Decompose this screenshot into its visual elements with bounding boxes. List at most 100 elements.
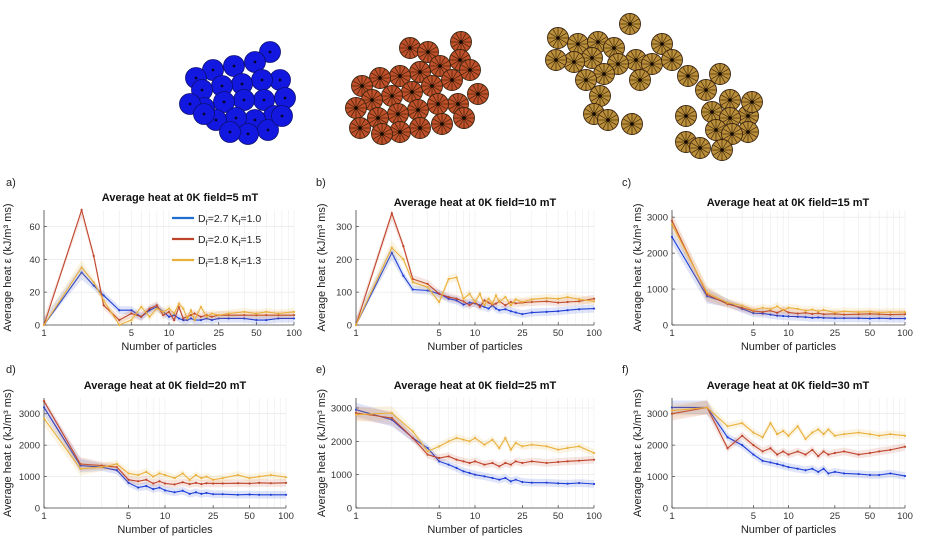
data-point (426, 453, 429, 456)
data-point (592, 458, 596, 461)
data-point (670, 409, 674, 412)
data-point (181, 489, 184, 492)
legend-item: Df=1.8 Kf=1.3 (172, 255, 261, 269)
data-point (354, 323, 358, 327)
data-point (769, 422, 772, 425)
data-point (521, 300, 524, 304)
data-point (473, 300, 477, 304)
x-tick-label: 25 (830, 328, 841, 339)
series-red (670, 400, 907, 460)
particle-icon (545, 49, 567, 71)
data-point (210, 318, 213, 322)
data-point (509, 448, 512, 451)
y-tick-label: 40 (29, 255, 40, 266)
cluster-gold (545, 13, 763, 161)
data-point (521, 461, 524, 465)
data-point (498, 465, 501, 468)
y-tick-label: 3000 (19, 409, 40, 420)
y-tick-label: 1000 (647, 472, 668, 483)
particle-icon (619, 13, 641, 35)
data-point (903, 310, 907, 314)
series-yellow (354, 240, 596, 327)
y-axis-label: Average heat ε (kJ/m³ ms) (632, 389, 644, 517)
data-point (521, 480, 524, 484)
data-point (455, 297, 458, 300)
data-point (592, 297, 596, 300)
data-point (761, 436, 764, 439)
data-point (796, 315, 799, 318)
x-tick-label: 10 (160, 511, 171, 522)
particle-icon (467, 83, 489, 105)
data-point (167, 310, 171, 313)
data-point (787, 306, 790, 309)
data-point (468, 461, 471, 465)
y-tick-label: 2000 (19, 441, 40, 452)
data-point (152, 482, 155, 485)
x-tick-label: 1 (669, 328, 674, 339)
particle-icon (719, 89, 741, 111)
data-point (167, 315, 171, 318)
data-point (494, 302, 498, 305)
particle-icon (251, 69, 273, 91)
data-point (426, 289, 429, 292)
panel-label: e) (316, 364, 326, 376)
data-point (438, 300, 441, 304)
x-tick-label: 5 (437, 328, 442, 339)
particle-icon (621, 113, 643, 135)
data-point (545, 300, 548, 303)
data-point (92, 284, 95, 287)
panel-label: c) (622, 177, 631, 189)
legend-label: Df=2.7 Kf=1.0 (198, 213, 261, 227)
data-point (787, 311, 790, 314)
data-point (868, 317, 872, 320)
data-point (137, 473, 140, 477)
series-line (671, 236, 905, 320)
data-point (155, 304, 158, 307)
data-point (455, 299, 458, 302)
data-point (557, 482, 560, 485)
data-point (217, 317, 220, 320)
data-point (566, 446, 569, 450)
data-point (726, 301, 729, 304)
x-tick-label: 25 (208, 511, 219, 522)
data-point (284, 476, 288, 479)
data-point (205, 475, 208, 478)
x-tick-label: 1 (353, 511, 358, 522)
data-point (140, 315, 143, 318)
data-point (181, 472, 184, 475)
data-point (248, 493, 251, 496)
data-point (483, 299, 486, 302)
particle-icon (387, 103, 409, 125)
data-point (118, 318, 121, 322)
confidence-band (356, 406, 594, 457)
data-point (137, 480, 140, 483)
data-point (148, 307, 151, 310)
data-point (833, 451, 836, 455)
data-point (243, 317, 246, 320)
data-point (255, 312, 258, 315)
data-point (578, 300, 581, 303)
data-point (447, 455, 450, 458)
y-tick-label: 100 (336, 288, 352, 299)
data-point (468, 301, 471, 304)
data-point (857, 310, 860, 314)
x-tick-label: 5 (129, 328, 134, 339)
data-point (462, 460, 465, 463)
particle-icon (661, 49, 683, 71)
particle-icon (369, 67, 391, 89)
chart-title: Average heat at 0K field=5 mT (102, 192, 259, 204)
data-point (426, 446, 429, 450)
data-point (509, 310, 512, 313)
data-point (741, 422, 744, 425)
particle-icon (401, 81, 423, 103)
particle-clusters (179, 13, 763, 161)
data-point (162, 314, 165, 317)
data-point (903, 313, 907, 316)
x-axis-label: Number of particles (427, 524, 523, 536)
data-point (80, 271, 83, 274)
data-point (194, 473, 197, 477)
data-point (411, 281, 414, 284)
particle-icon (711, 139, 733, 161)
data-point (827, 472, 830, 475)
data-point (741, 434, 744, 437)
